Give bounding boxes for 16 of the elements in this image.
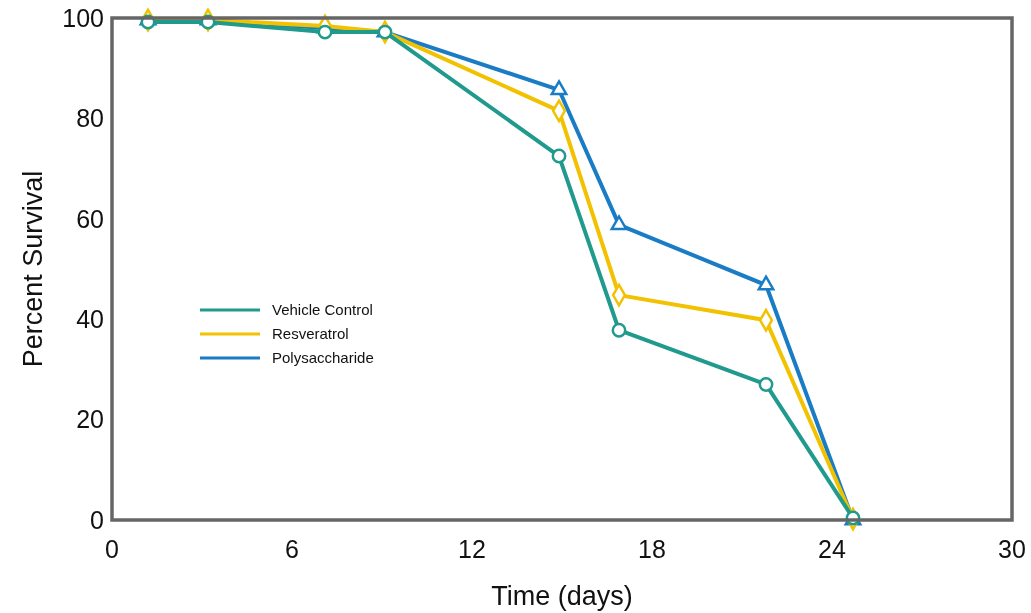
legend-label: Vehicle Control — [272, 301, 373, 319]
x-axis-title: Time (days) — [491, 581, 633, 611]
x-tick-label: 24 — [818, 535, 846, 563]
x-tick-label: 6 — [285, 535, 299, 563]
y-tick-label: 0 — [90, 505, 104, 534]
y-tick-label: 100 — [62, 3, 104, 32]
y-tick-label: 60 — [76, 204, 104, 233]
x-tick-label: 18 — [638, 535, 666, 563]
legend-label: Resveratrol — [272, 325, 349, 343]
y-axis-title: Percent Survival — [18, 170, 48, 368]
legend-label: Polysaccharide — [272, 349, 374, 367]
y-tick-label: 20 — [76, 405, 104, 434]
x-tick-label: 30 — [998, 535, 1026, 563]
y-tick-label: 80 — [76, 104, 104, 133]
y-tick-label: 40 — [76, 304, 104, 333]
x-tick-label: 12 — [458, 535, 486, 563]
